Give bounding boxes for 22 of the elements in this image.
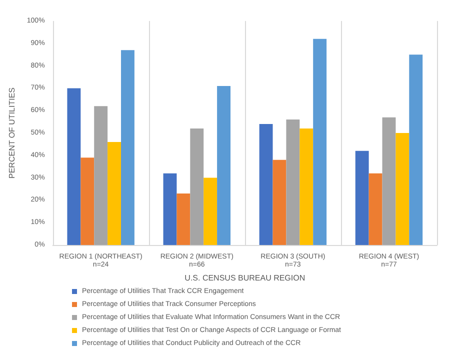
bar xyxy=(300,128,314,245)
bar xyxy=(355,150,369,245)
bar xyxy=(217,86,230,245)
bar xyxy=(259,124,273,245)
bar xyxy=(313,38,327,245)
bar xyxy=(382,117,396,245)
bar xyxy=(396,133,410,245)
bar xyxy=(163,173,177,245)
bar xyxy=(80,158,94,245)
bar xyxy=(204,178,218,245)
bar xyxy=(94,106,108,245)
bar xyxy=(409,54,423,245)
bar xyxy=(67,88,81,245)
bar xyxy=(272,160,286,245)
y-axis-title: PERCENT OF UTILITIES xyxy=(8,88,16,178)
bar xyxy=(121,50,134,245)
bar xyxy=(368,173,382,245)
bar xyxy=(176,193,190,245)
x-axis-title: U.S. CENSUS BUREAU REGION xyxy=(184,273,306,282)
bar xyxy=(190,128,204,245)
bar xyxy=(108,142,121,245)
bar xyxy=(286,120,300,245)
